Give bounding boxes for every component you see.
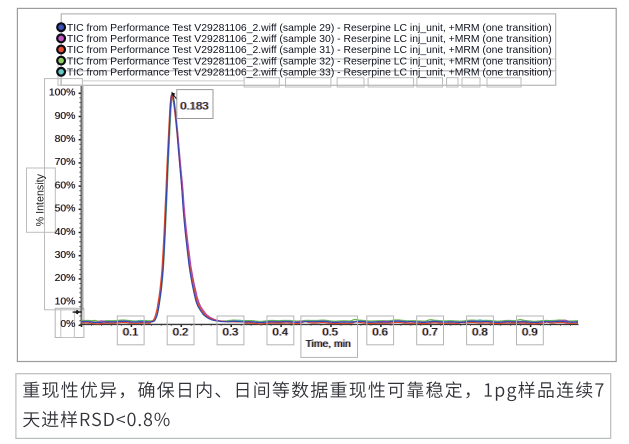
- svg-text:70%: 70%: [55, 157, 76, 168]
- svg-text:80%: 80%: [55, 134, 76, 145]
- svg-text:0.3: 0.3: [223, 326, 239, 338]
- svg-text:0.3: 0.3: [222, 326, 238, 338]
- svg-text:10%: 10%: [55, 296, 76, 307]
- svg-text:0.8: 0.8: [472, 326, 488, 338]
- svg-text:10%: 10%: [54, 296, 75, 307]
- svg-text:20%: 20%: [54, 273, 75, 284]
- svg-text:80%: 80%: [54, 134, 75, 145]
- svg-text:TIC from Performance Test V292: TIC from Performance Test V29281106_2.wi…: [67, 68, 552, 79]
- svg-text:90%: 90%: [54, 111, 75, 122]
- svg-text:Time, min: Time, min: [306, 339, 351, 350]
- svg-text:0.3: 0.3: [224, 326, 240, 338]
- svg-text:40%: 40%: [55, 227, 76, 238]
- svg-text:0%: 0%: [60, 319, 75, 330]
- svg-text:50%: 50%: [55, 204, 76, 215]
- svg-text:0.7: 0.7: [422, 326, 438, 338]
- svg-text:0.9: 0.9: [521, 326, 537, 338]
- svg-text:0.4: 0.4: [272, 326, 288, 338]
- svg-text:90%: 90%: [55, 111, 76, 122]
- svg-text:0%: 0%: [61, 319, 76, 330]
- svg-text:0.5: 0.5: [322, 326, 338, 338]
- svg-text:30%: 30%: [55, 250, 76, 261]
- svg-text:50%: 50%: [55, 204, 76, 215]
- svg-text:80%: 80%: [55, 134, 76, 145]
- svg-text:30%: 30%: [55, 250, 76, 261]
- svg-text:0.9: 0.9: [522, 326, 538, 338]
- svg-text:100%: 100%: [49, 88, 76, 99]
- svg-text:0.2: 0.2: [174, 326, 190, 338]
- svg-text:0.7: 0.7: [423, 326, 439, 338]
- svg-text:20%: 20%: [55, 273, 76, 284]
- svg-text:TIC from Performance Test V292: TIC from Performance Test V29281106_2.wi…: [67, 34, 552, 45]
- svg-text:40%: 40%: [54, 227, 75, 238]
- svg-text:0.4: 0.4: [273, 326, 289, 338]
- svg-text:0.183: 0.183: [181, 100, 209, 112]
- svg-text:0.1: 0.1: [124, 326, 140, 338]
- svg-text:70%: 70%: [55, 157, 76, 168]
- svg-text:TIC from Performance Test V292: TIC from Performance Test V29281106_2.wi…: [67, 56, 552, 67]
- svg-text:0.5: 0.5: [323, 326, 339, 338]
- svg-text:TIC from Performance Test V292: TIC from Performance Test V29281106_2.wi…: [67, 23, 552, 34]
- svg-text:0.1: 0.1: [123, 326, 139, 338]
- svg-text:60%: 60%: [55, 180, 76, 191]
- svg-text:0.7: 0.7: [421, 326, 437, 338]
- svg-text:0.183: 0.183: [180, 100, 208, 112]
- svg-text:0.2: 0.2: [173, 326, 189, 338]
- svg-text:70%: 70%: [54, 157, 75, 168]
- svg-text:0%: 0%: [60, 319, 75, 330]
- svg-text:20%: 20%: [55, 273, 76, 284]
- svg-text:60%: 60%: [54, 180, 75, 191]
- svg-text:0.4: 0.4: [273, 326, 289, 338]
- svg-text:0.1: 0.1: [122, 326, 138, 338]
- svg-text:60%: 60%: [55, 180, 76, 191]
- svg-text:100%: 100%: [49, 88, 76, 99]
- svg-text:0.183: 0.183: [179, 100, 207, 112]
- svg-text:0.2: 0.2: [172, 326, 188, 338]
- svg-text:40%: 40%: [55, 227, 76, 238]
- svg-text:0.6: 0.6: [373, 326, 389, 338]
- svg-text:% Intensity: % Intensity: [35, 173, 47, 226]
- svg-text:Time, min: Time, min: [306, 339, 351, 350]
- svg-text:0.6: 0.6: [371, 326, 387, 338]
- svg-text:0.6: 0.6: [372, 326, 388, 338]
- svg-text:Time, min: Time, min: [305, 339, 350, 350]
- svg-text:30%: 30%: [54, 250, 75, 261]
- svg-text:0.9: 0.9: [523, 326, 539, 338]
- svg-text:0.5: 0.5: [322, 326, 338, 338]
- svg-text:90%: 90%: [55, 111, 76, 122]
- svg-text:TIC from Performance Test V292: TIC from Performance Test V29281106_2.wi…: [67, 45, 552, 56]
- svg-text:0.8: 0.8: [473, 326, 489, 338]
- svg-text:10%: 10%: [55, 296, 76, 307]
- svg-text:50%: 50%: [54, 204, 75, 215]
- svg-text:0.8: 0.8: [471, 326, 487, 338]
- svg-text:100%: 100%: [48, 88, 75, 99]
